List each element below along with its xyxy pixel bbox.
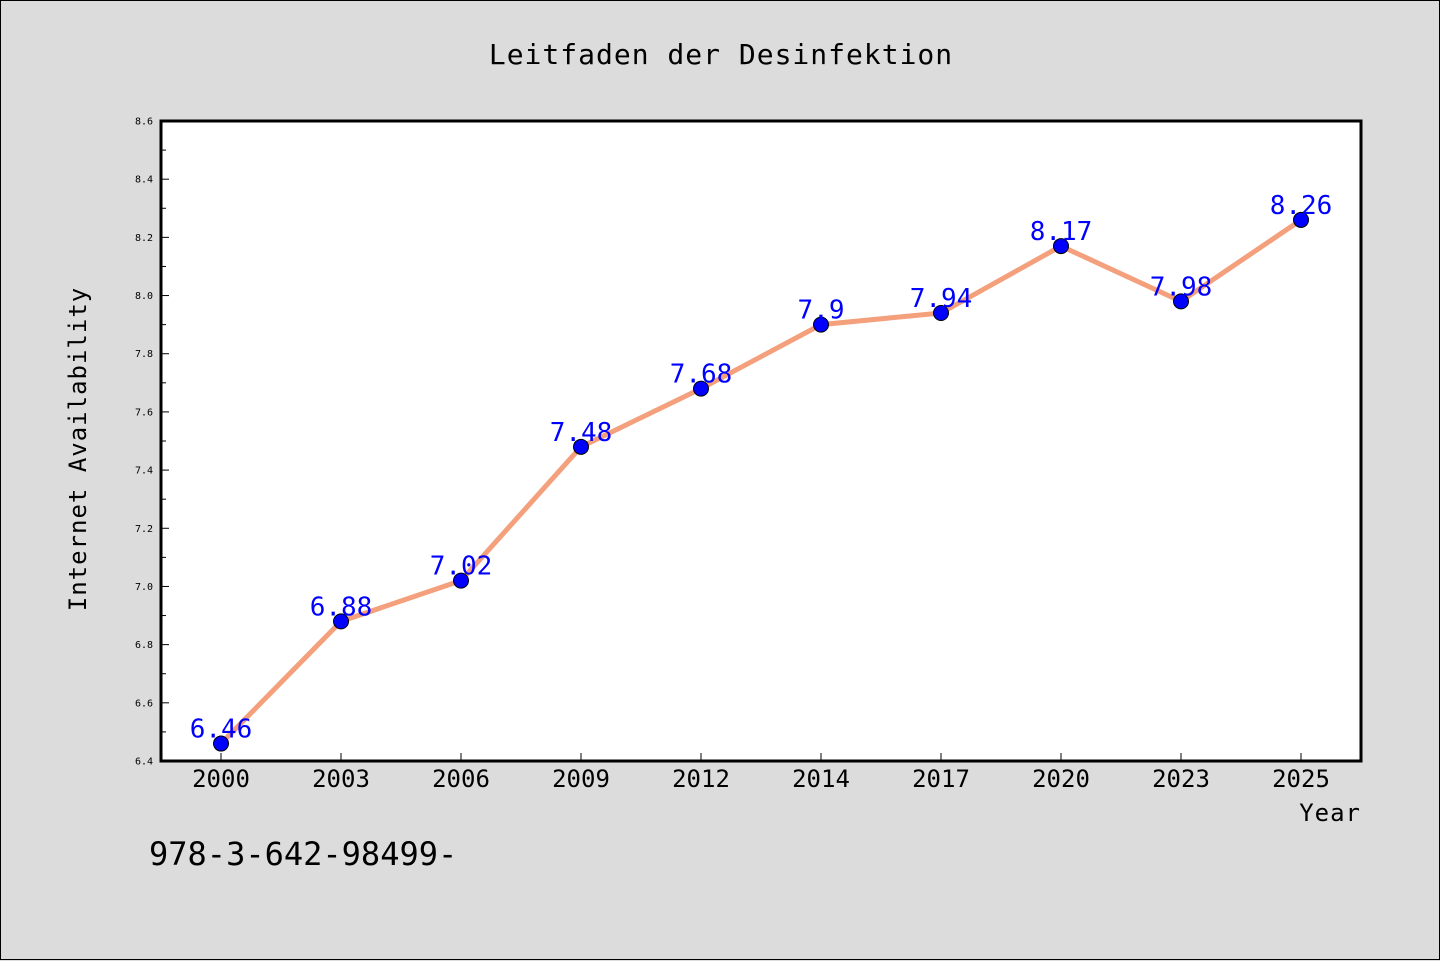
y-axis-label: Internet Availability xyxy=(64,287,92,611)
x-tick-label: 2014 xyxy=(792,765,850,793)
data-label: 8.17 xyxy=(1030,217,1093,247)
y-axis-ticks: 6.4 6.6 6.8 7.0 7.2 7.4 7.6 7.8 8.0 8.2 8.4 8.6 xyxy=(135,117,169,768)
y-tick-label: 7.4 xyxy=(135,466,153,477)
x-axis-label: Year xyxy=(1299,799,1361,827)
data-label: 7.68 xyxy=(670,360,733,390)
y-tick-label: 7.2 xyxy=(135,524,153,535)
data-point xyxy=(1293,211,1309,228)
data-point xyxy=(213,735,229,752)
plot-border xyxy=(159,119,1363,763)
data-point xyxy=(1173,293,1189,310)
x-axis-ticks: 2000 2003 2006 2009 2012 2014 2017 2020 2023 2025 xyxy=(192,753,1330,793)
y-tick-label: 8.6 xyxy=(135,117,153,128)
chart-title: Leitfaden der Desinfektion xyxy=(489,38,953,71)
x-tick-label: 2003 xyxy=(312,765,370,793)
data-label: 7.02 xyxy=(430,552,493,582)
data-label: 8.26 xyxy=(1270,191,1333,221)
data-point xyxy=(573,438,589,455)
data-label: 7.98 xyxy=(1150,272,1213,302)
x-tick-label: 2000 xyxy=(192,765,250,793)
y-tick-label: 7.0 xyxy=(135,582,153,593)
x-tick-label: 2006 xyxy=(432,765,490,793)
y-tick-label: 6.8 xyxy=(135,640,153,651)
y-tick-label: 6.4 xyxy=(135,757,153,768)
footer-isbn: 978-3-642-98499- xyxy=(149,835,457,873)
data-label: 7.9 xyxy=(798,296,845,326)
data-point xyxy=(1053,238,1069,255)
data-point xyxy=(333,613,349,630)
data-point xyxy=(693,380,709,397)
data-point xyxy=(933,305,949,321)
data-label: 6.88 xyxy=(310,592,373,622)
y-tick-label: 7.6 xyxy=(135,407,153,418)
y-tick-label: 8.2 xyxy=(135,233,153,244)
data-label: 6.46 xyxy=(190,715,253,745)
y-tick-label: 7.8 xyxy=(135,349,153,360)
y-tick-label: 6.6 xyxy=(135,698,153,709)
series-line xyxy=(218,217,1304,747)
x-tick-label: 2020 xyxy=(1032,765,1090,793)
x-tick-label: 2009 xyxy=(552,765,610,793)
plot-area xyxy=(161,121,1361,761)
data-label: 7.48 xyxy=(550,418,613,448)
series-group: 6.46 6.88 7.02 7.48 7.68 7.9 7.94 8.17 7.98 8.26 xyxy=(190,191,1333,752)
x-tick-label: 2025 xyxy=(1272,765,1330,793)
data-point xyxy=(453,572,469,589)
y-tick-label: 8.0 xyxy=(135,291,153,302)
y-tick-label: 8.4 xyxy=(135,175,153,186)
data-label: 7.94 xyxy=(910,284,973,314)
x-tick-label: 2012 xyxy=(672,765,730,793)
x-tick-label: 2017 xyxy=(912,765,970,793)
data-point xyxy=(813,316,829,333)
x-tick-label: 2023 xyxy=(1152,765,1210,793)
